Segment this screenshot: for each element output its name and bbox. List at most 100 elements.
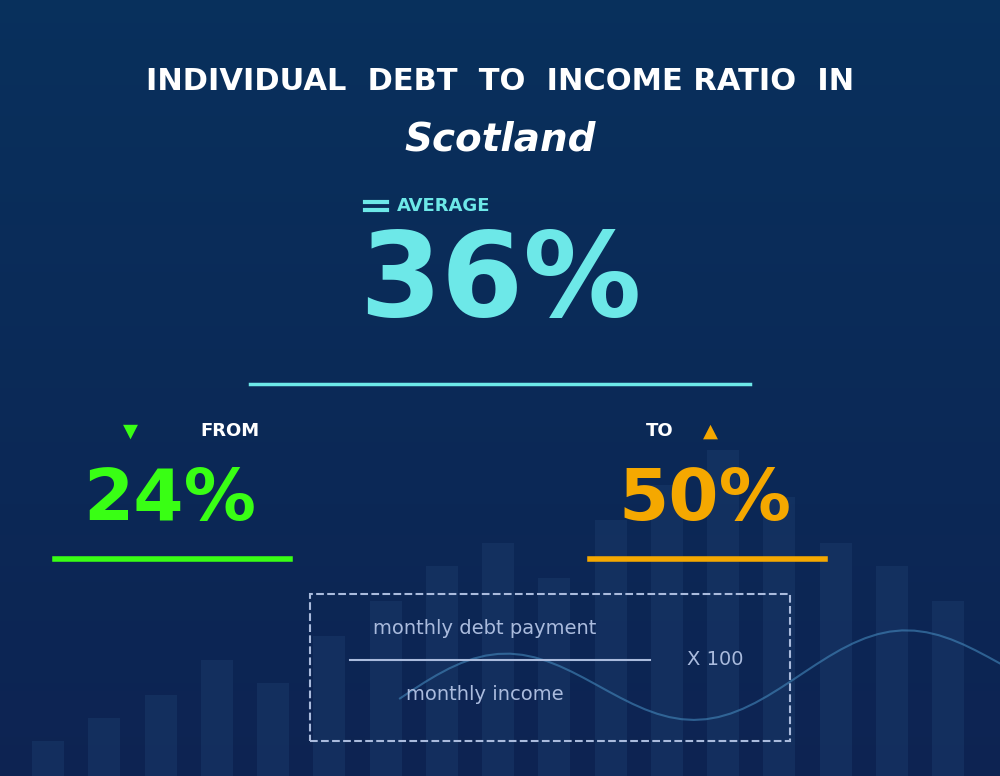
Bar	[0, 78, 1000, 85]
Bar	[0, 287, 1000, 295]
Bar	[0, 745, 1000, 753]
Bar	[0, 574, 1000, 582]
Bar	[651, 485, 683, 776]
Bar	[0, 264, 1000, 272]
Bar	[0, 155, 1000, 163]
Bar	[0, 473, 1000, 481]
Bar	[0, 450, 1000, 458]
Bar	[0, 272, 1000, 279]
Bar	[0, 566, 1000, 574]
Bar	[538, 578, 570, 776]
Bar	[820, 543, 852, 776]
Bar	[0, 326, 1000, 334]
Bar	[0, 101, 1000, 109]
Text: 50%: 50%	[618, 466, 792, 535]
Bar	[0, 396, 1000, 404]
Bar	[0, 667, 1000, 675]
Bar	[144, 695, 176, 776]
Bar	[0, 621, 1000, 629]
Text: monthly income: monthly income	[406, 685, 564, 704]
Bar	[0, 559, 1000, 566]
Text: 36%: 36%	[359, 226, 641, 341]
Bar	[0, 31, 1000, 39]
Bar	[0, 520, 1000, 528]
Bar	[0, 760, 1000, 768]
Bar	[0, 660, 1000, 667]
Bar	[0, 458, 1000, 466]
Text: Scotland: Scotland	[404, 121, 596, 158]
Bar	[763, 497, 795, 776]
Bar	[0, 241, 1000, 248]
Bar	[0, 644, 1000, 652]
Bar	[0, 543, 1000, 551]
Bar	[594, 520, 626, 776]
Bar	[0, 210, 1000, 217]
Bar	[313, 636, 345, 776]
Bar	[0, 380, 1000, 388]
Bar	[0, 435, 1000, 442]
Bar	[0, 233, 1000, 241]
Bar	[0, 512, 1000, 520]
Bar	[0, 341, 1000, 349]
Bar	[482, 543, 514, 776]
Bar	[0, 737, 1000, 745]
Bar	[0, 70, 1000, 78]
Bar	[0, 248, 1000, 256]
Bar	[0, 691, 1000, 698]
Bar	[0, 489, 1000, 497]
Bar	[0, 16, 1000, 23]
Bar	[0, 722, 1000, 729]
Bar	[0, 753, 1000, 760]
Bar	[932, 601, 964, 776]
Text: FROM: FROM	[200, 421, 260, 440]
Bar	[0, 124, 1000, 132]
Bar	[0, 85, 1000, 93]
Bar	[0, 613, 1000, 621]
Bar	[0, 768, 1000, 776]
Bar	[0, 598, 1000, 605]
Bar	[0, 54, 1000, 62]
Bar	[0, 163, 1000, 171]
Bar	[0, 675, 1000, 683]
Text: AVERAGE: AVERAGE	[397, 196, 490, 215]
Bar	[0, 310, 1000, 318]
Bar	[0, 116, 1000, 124]
Text: monthly debt payment: monthly debt payment	[373, 619, 597, 638]
Bar	[0, 194, 1000, 202]
Bar	[0, 497, 1000, 504]
Bar	[0, 729, 1000, 737]
Bar	[0, 147, 1000, 155]
Bar	[0, 295, 1000, 303]
Bar	[0, 279, 1000, 287]
Text: ▲: ▲	[702, 421, 718, 440]
Bar	[0, 372, 1000, 380]
Bar	[0, 551, 1000, 559]
Text: ▼: ▼	[122, 421, 138, 440]
Bar	[0, 388, 1000, 396]
Text: X 100: X 100	[687, 650, 743, 669]
Bar	[876, 566, 908, 776]
Bar	[0, 442, 1000, 450]
Bar	[426, 566, 458, 776]
Bar	[0, 535, 1000, 543]
Bar	[0, 636, 1000, 644]
Bar	[0, 714, 1000, 722]
Bar	[0, 109, 1000, 116]
Bar	[0, 62, 1000, 70]
Bar	[0, 582, 1000, 590]
Bar	[0, 39, 1000, 47]
Bar	[0, 318, 1000, 326]
Bar	[0, 225, 1000, 233]
Bar	[0, 349, 1000, 357]
Text: 24%: 24%	[84, 466, 256, 535]
Text: INDIVIDUAL  DEBT  TO  INCOME RATIO  IN: INDIVIDUAL DEBT TO INCOME RATIO IN	[146, 67, 854, 96]
Bar	[257, 683, 289, 776]
Bar	[0, 202, 1000, 210]
Bar	[0, 652, 1000, 660]
Bar	[0, 0, 1000, 8]
Bar	[0, 93, 1000, 101]
Bar	[0, 481, 1000, 489]
Bar	[0, 698, 1000, 706]
Bar	[0, 132, 1000, 140]
Bar	[0, 683, 1000, 691]
